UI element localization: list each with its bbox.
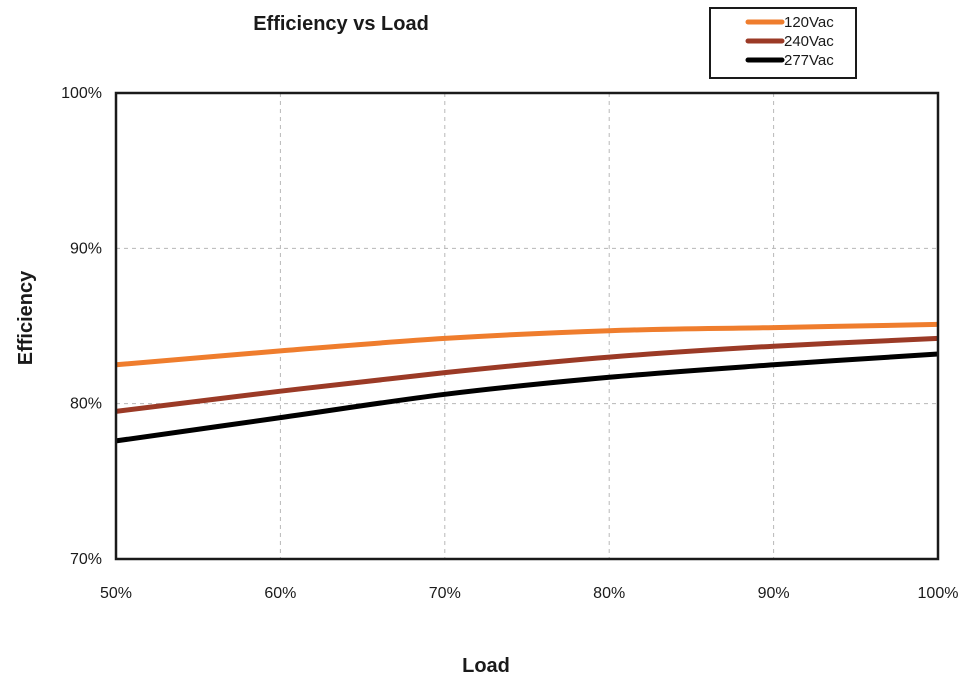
x-axis-ticks: 50% 60% 70% 80% 90% 100%: [100, 585, 958, 602]
y-tick-label: 80%: [70, 396, 102, 413]
x-axis-label: Load: [462, 655, 510, 677]
series-line-277vac: [115, 351, 939, 444]
y-tick-label: 70%: [70, 551, 102, 568]
x-tick-label: 50%: [100, 585, 132, 602]
chart-title: Efficiency vs Load: [253, 13, 429, 35]
x-tick-label: 70%: [429, 585, 461, 602]
y-axis-label: Efficiency: [15, 270, 37, 365]
x-tick-label: 90%: [758, 585, 790, 602]
plot-frame: [114, 91, 940, 561]
series-line-120vac: [115, 321, 939, 368]
legend-label-277vac: 277Vac: [784, 52, 834, 69]
series-line-240vac: [115, 335, 939, 414]
legend: 120Vac 240Vac 277Vac: [709, 7, 857, 79]
y-tick-label: 100%: [61, 85, 102, 102]
legend-label-120vac: 120Vac: [784, 14, 834, 31]
x-tick-label: 80%: [593, 585, 625, 602]
series-lines: [115, 321, 939, 444]
legend-label-240vac: 240Vac: [784, 33, 834, 50]
x-tick-label: 100%: [918, 585, 959, 602]
x-tick-label: 60%: [264, 585, 296, 602]
y-axis-ticks: 70% 80% 90% 100%: [61, 85, 102, 568]
y-tick-label: 90%: [70, 240, 102, 257]
